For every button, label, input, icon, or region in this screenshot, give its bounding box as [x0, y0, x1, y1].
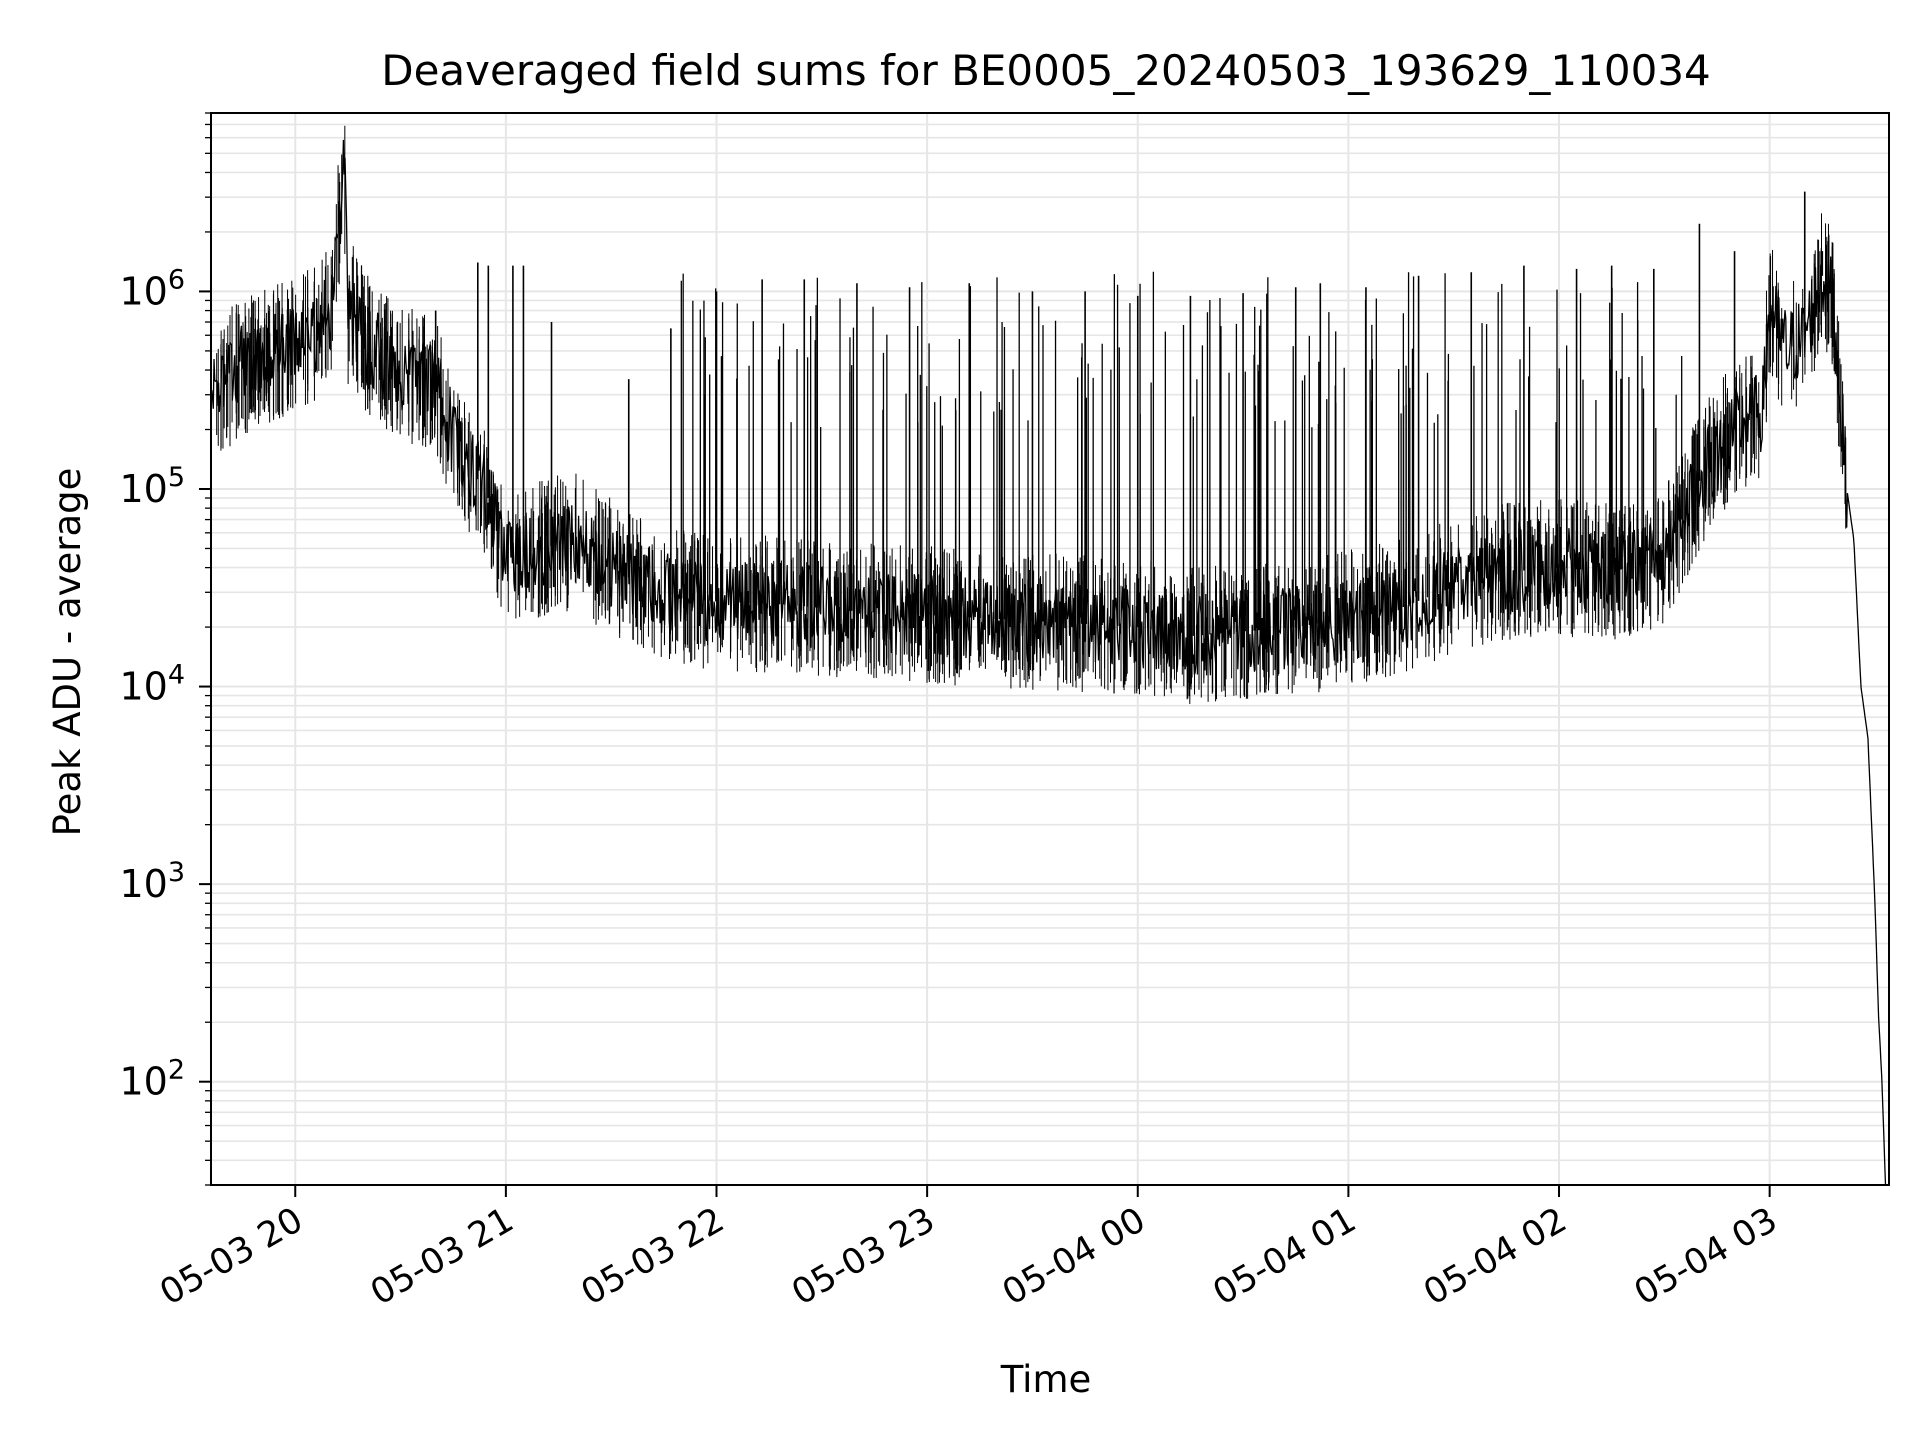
y-tick-label: 106 — [119, 264, 185, 313]
spike-series — [434, 191, 1824, 637]
series-line — [210, 139, 1887, 1186]
y-tick-label: 103 — [119, 857, 185, 906]
x-axis-label: Time — [1000, 1358, 1092, 1401]
noise-band — [210, 125, 1847, 704]
y-tick-label: 102 — [119, 1055, 185, 1104]
y-axis: 102 103 104 105 106 — [119, 112, 211, 1186]
y-axis-label: Peak ADU - average — [46, 468, 89, 837]
y-tick-label: 104 — [119, 660, 185, 709]
chart-title: Deaveraged field sums for BE0005_2024050… — [381, 46, 1711, 95]
plot-frame — [210, 112, 1890, 1186]
y-tick-label: 105 — [119, 462, 185, 511]
